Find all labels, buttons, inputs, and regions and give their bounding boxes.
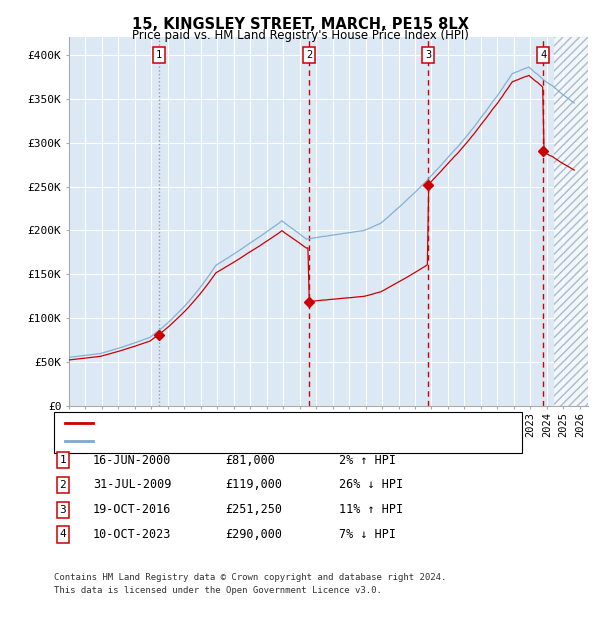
Text: 4: 4 bbox=[59, 529, 67, 539]
Text: 7% ↓ HPI: 7% ↓ HPI bbox=[339, 528, 396, 541]
Text: 26% ↓ HPI: 26% ↓ HPI bbox=[339, 479, 403, 491]
Text: £81,000: £81,000 bbox=[225, 454, 275, 466]
Text: 3: 3 bbox=[425, 50, 431, 60]
Text: 1: 1 bbox=[59, 455, 67, 465]
Text: 19-OCT-2016: 19-OCT-2016 bbox=[93, 503, 172, 516]
Text: 15, KINGSLEY STREET, MARCH, PE15 8LX (detached house): 15, KINGSLEY STREET, MARCH, PE15 8LX (de… bbox=[98, 418, 429, 428]
Text: 4: 4 bbox=[540, 50, 547, 60]
Text: £119,000: £119,000 bbox=[225, 479, 282, 491]
Text: This data is licensed under the Open Government Licence v3.0.: This data is licensed under the Open Gov… bbox=[54, 586, 382, 595]
Text: 2: 2 bbox=[59, 480, 67, 490]
Text: HPI: Average price, detached house, Fenland: HPI: Average price, detached house, Fenl… bbox=[98, 436, 367, 446]
Text: 11% ↑ HPI: 11% ↑ HPI bbox=[339, 503, 403, 516]
Text: 2% ↑ HPI: 2% ↑ HPI bbox=[339, 454, 396, 466]
Text: 31-JUL-2009: 31-JUL-2009 bbox=[93, 479, 172, 491]
Text: 3: 3 bbox=[59, 505, 67, 515]
Text: £290,000: £290,000 bbox=[225, 528, 282, 541]
Text: 16-JUN-2000: 16-JUN-2000 bbox=[93, 454, 172, 466]
Text: 15, KINGSLEY STREET, MARCH, PE15 8LX: 15, KINGSLEY STREET, MARCH, PE15 8LX bbox=[131, 17, 469, 32]
Text: Contains HM Land Registry data © Crown copyright and database right 2024.: Contains HM Land Registry data © Crown c… bbox=[54, 572, 446, 582]
Text: 1: 1 bbox=[156, 50, 162, 60]
Text: Price paid vs. HM Land Registry's House Price Index (HPI): Price paid vs. HM Land Registry's House … bbox=[131, 29, 469, 42]
Text: 10-OCT-2023: 10-OCT-2023 bbox=[93, 528, 172, 541]
Text: £251,250: £251,250 bbox=[225, 503, 282, 516]
Text: 2: 2 bbox=[306, 50, 313, 60]
